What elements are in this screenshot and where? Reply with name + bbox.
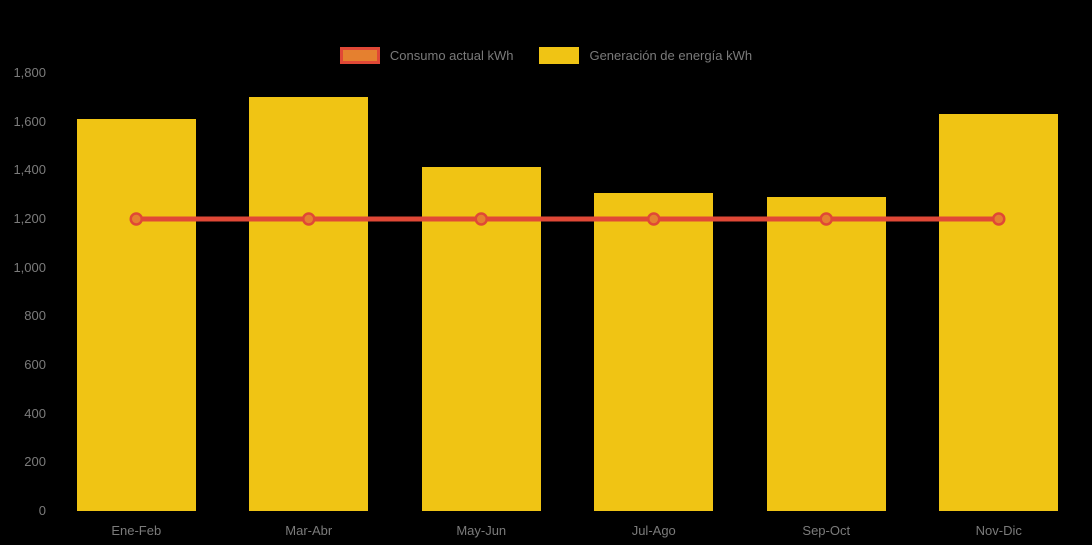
consumo-marker-icon bbox=[647, 212, 661, 226]
y-tick-label: 1,200 bbox=[13, 211, 46, 226]
y-tick-label: 1,400 bbox=[13, 162, 46, 178]
bar-sep-oct bbox=[766, 197, 886, 511]
x-axis-label-may-jun: May-Jun bbox=[456, 523, 507, 538]
legend-bar-swatch-icon bbox=[539, 47, 580, 64]
consumo-marker-icon bbox=[302, 212, 316, 226]
y-tick-label: 200 bbox=[24, 454, 46, 470]
legend-item-generacion-energia[interactable]: Generación de energía kWh bbox=[539, 47, 752, 64]
bar-mar-abr bbox=[249, 97, 369, 511]
x-axis-label-ene-feb: Ene-Feb bbox=[111, 523, 162, 538]
y-tick-label: 0 bbox=[38, 503, 46, 518]
consumo-marker-icon bbox=[129, 212, 143, 226]
y-tick-label: 400 bbox=[24, 405, 46, 421]
bar-ene-feb bbox=[76, 119, 196, 511]
y-tick-label: 1,600 bbox=[13, 113, 46, 129]
y-tick-label: 1,000 bbox=[13, 259, 46, 275]
consumo-marker-icon bbox=[819, 212, 833, 226]
y-tick-label: 1,800 bbox=[13, 65, 46, 80]
legend-label-generacion-energia: Generación de energía kWh bbox=[589, 48, 753, 63]
bar-nov-dic bbox=[939, 114, 1059, 511]
consumo-marker-icon bbox=[992, 212, 1006, 226]
consumo-line-series bbox=[129, 212, 1006, 226]
legend-item-consumo-actual[interactable]: Consumo actual kWh bbox=[339, 47, 514, 64]
x-axis-label-jul-ago: Jul-Ago bbox=[631, 523, 676, 538]
x-axis-label-nov-dic: Nov-Dic bbox=[975, 523, 1022, 538]
chart-legend: Consumo actual kWh Generación de energía… bbox=[0, 47, 1092, 64]
y-tick-label: 600 bbox=[24, 357, 46, 372]
x-axis-label-sep-oct: Sep-Oct bbox=[802, 523, 851, 538]
y-tick-label: 800 bbox=[24, 308, 46, 324]
x-axis-label-mar-abr: Mar-Abr bbox=[285, 523, 333, 538]
legend-line-swatch-icon bbox=[339, 47, 380, 64]
bar-jul-ago bbox=[594, 193, 714, 511]
consumo-marker-icon bbox=[474, 212, 488, 226]
legend-label-consumo-actual: Consumo actual kWh bbox=[389, 48, 514, 63]
